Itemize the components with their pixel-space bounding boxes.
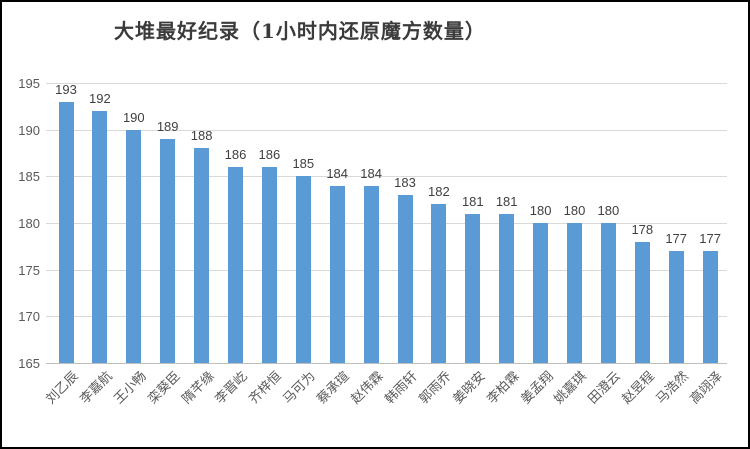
bar — [634, 241, 650, 363]
y-axis-tick-label: 195 — [18, 76, 40, 91]
bar-value-label: 181 — [461, 193, 484, 209]
x-axis-category-label: 马可为 — [280, 368, 319, 407]
bar-value-label: 180 — [563, 203, 586, 218]
bar — [228, 167, 243, 363]
x-axis-category-label: 高翊泽 — [686, 368, 726, 407]
bar-value-label: 184 — [326, 165, 349, 181]
x-axis-category-label: 赵伟霖 — [347, 368, 387, 407]
gridline — [46, 176, 727, 178]
bar-value-label: 180 — [597, 203, 620, 218]
bar-value-label: 181 — [495, 193, 518, 209]
y-axis-tick-label: 190 — [18, 122, 40, 138]
bar-value-label: 180 — [529, 203, 552, 218]
bar-value-label: 186 — [258, 147, 281, 162]
x-axis-category-label: 韩雨轩 — [381, 368, 420, 407]
gridline — [46, 269, 727, 271]
bar — [499, 213, 515, 363]
y-axis-tick-label: 165 — [18, 356, 40, 371]
bar — [431, 204, 447, 363]
bar-value-label: 185 — [292, 156, 315, 172]
bar — [58, 101, 74, 363]
bar-value-label: 184 — [360, 165, 382, 181]
plot-area — [46, 83, 727, 364]
bar-value-label: 190 — [122, 109, 145, 125]
bar — [702, 251, 718, 363]
bar-value-label: 192 — [89, 91, 111, 106]
bar — [533, 223, 549, 363]
x-axis-category-label: 李晋屹 — [212, 368, 251, 407]
y-axis-tick-label: 170 — [18, 309, 40, 325]
bar-value-label: 193 — [55, 81, 77, 97]
bar — [668, 251, 684, 363]
gridline — [46, 129, 727, 131]
bar — [295, 176, 311, 363]
y-axis-tick-label: 185 — [18, 169, 40, 185]
bar — [194, 148, 210, 363]
bar — [126, 129, 142, 363]
x-axis-category-label: 蔡承瑄 — [313, 368, 353, 407]
x-axis-category-label: 李嘉航 — [76, 368, 115, 407]
x-axis-category-label: 马浩然 — [652, 368, 692, 407]
x-axis-category-label: 隋芊缘 — [178, 368, 217, 407]
x-axis-category-label: 郭雨乔 — [415, 368, 454, 407]
x-axis-category-label: 姜孟翔 — [517, 368, 556, 407]
bar-value-label: 189 — [156, 119, 179, 134]
bar-value-label: 177 — [699, 231, 721, 246]
bar-value-label: 182 — [428, 184, 450, 200]
x-axis-category-label: 姚嘉琪 — [551, 368, 590, 407]
bar-value-label: 188 — [190, 128, 213, 144]
bar — [160, 139, 176, 363]
x-axis-category-label: 田澄云 — [585, 368, 624, 407]
bar — [600, 223, 616, 363]
bar-value-label: 178 — [631, 221, 654, 237]
bar — [465, 213, 481, 363]
bar — [567, 223, 582, 363]
x-axis-category-label: 齐梓恒 — [246, 368, 285, 407]
bar-value-label: 183 — [394, 175, 416, 190]
gridline — [46, 223, 727, 224]
gridline — [46, 83, 727, 84]
chart-title: 大堆最好纪录（1小时内还原魔方数量） — [114, 19, 486, 43]
x-axis-category-label: 李柏霖 — [483, 368, 522, 407]
bar — [329, 185, 345, 363]
x-axis-category-label: 赵昱程 — [619, 368, 658, 407]
bar — [397, 195, 413, 363]
x-axis-line — [46, 363, 727, 364]
y-axis-tick-label: 175 — [18, 262, 40, 278]
bar-value-label: 177 — [665, 231, 688, 246]
bar — [363, 185, 379, 363]
x-axis-category-label: 姜晓安 — [449, 368, 488, 407]
bar-value-label: 186 — [224, 147, 247, 162]
y-axis-tick-label: 180 — [18, 216, 40, 231]
gridline — [46, 316, 727, 318]
x-axis-category-label: 刘乙辰 — [42, 368, 81, 407]
x-axis-category-label: 王小畅 — [110, 368, 149, 407]
bar — [92, 111, 108, 363]
x-axis-category-label: 栾葵臣 — [144, 368, 183, 407]
bar — [261, 167, 277, 363]
